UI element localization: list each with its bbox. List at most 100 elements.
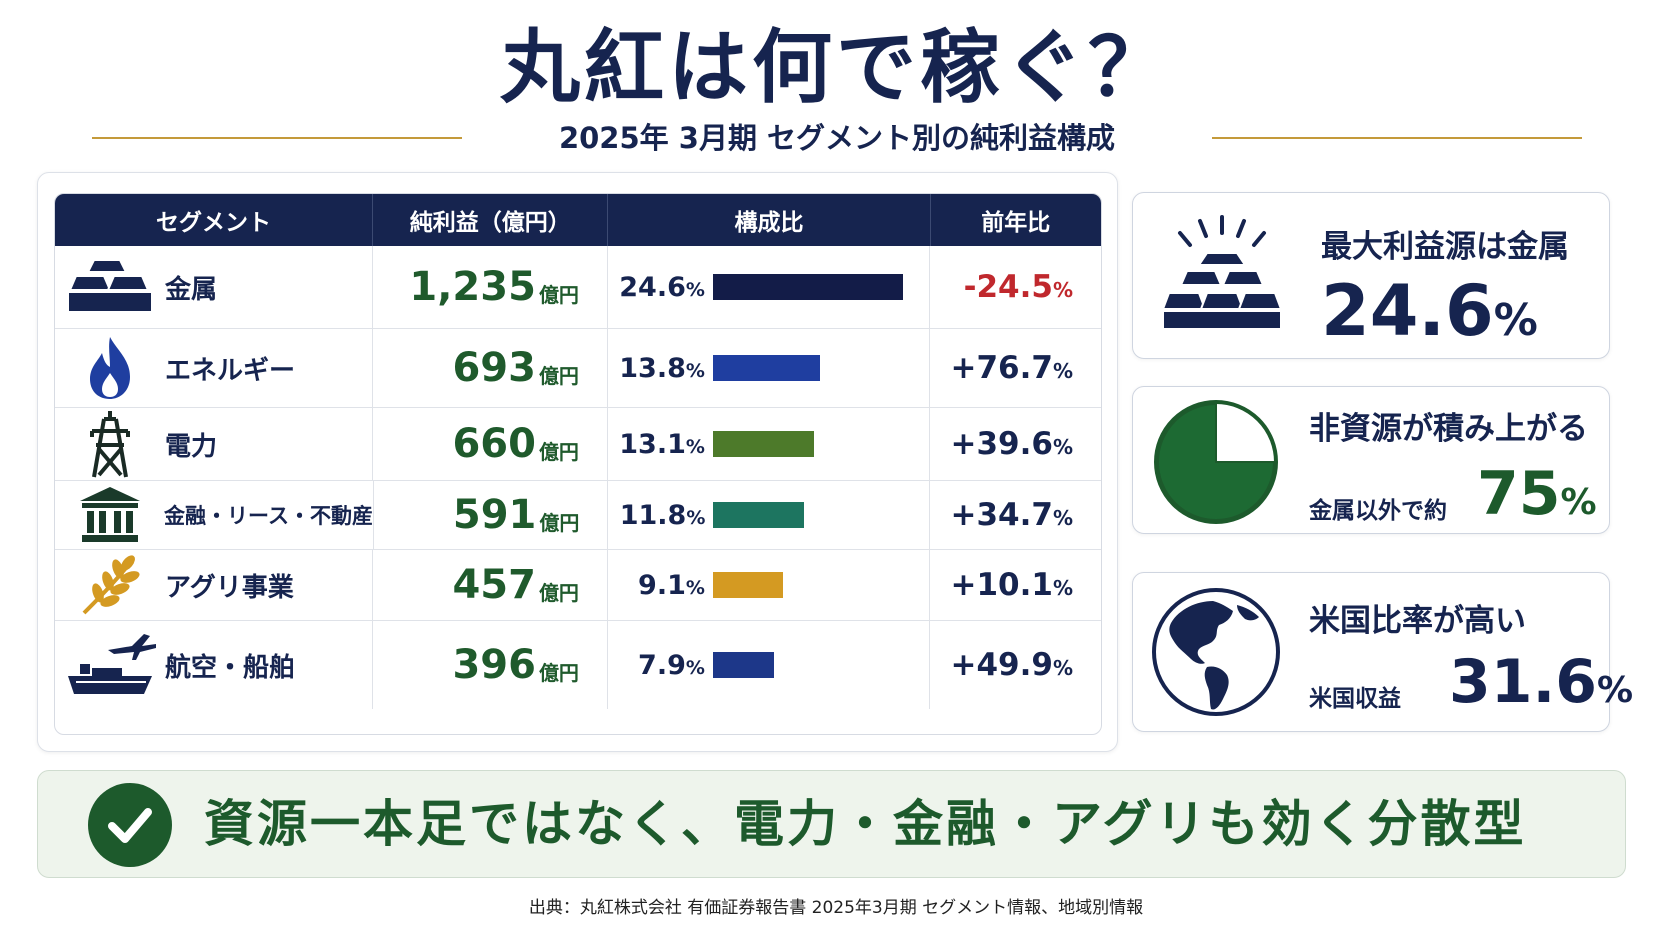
table-header: セグメント 純利益（億円） 構成比 前年比 xyxy=(55,194,1101,246)
segment-cell: 金属 xyxy=(55,246,374,328)
share-bar-track xyxy=(713,502,903,528)
share-value: 13.1 xyxy=(619,428,686,460)
share-pct: % xyxy=(686,506,706,529)
share-pct: % xyxy=(685,656,705,679)
yoy-value: +49.9 xyxy=(950,647,1053,683)
yoy-pct: % xyxy=(1052,576,1073,600)
subtitle-row: 2025年 3月期 セグメント別の純利益構成 xyxy=(92,118,1582,158)
share-label: 11.8% xyxy=(608,500,713,531)
yoy-pct: % xyxy=(1052,359,1073,383)
segment-name: 航空・船舶 xyxy=(165,652,296,683)
share-bar xyxy=(712,652,774,678)
share-label: 13.1% xyxy=(608,429,713,460)
kpi-metal-pct: % xyxy=(1493,295,1538,346)
segment-name: エネルギー xyxy=(165,355,296,386)
kpi-card-metal: 最大利益源は金属 24.6% xyxy=(1132,192,1610,359)
flame-icon xyxy=(55,335,165,401)
segment-name: アグリ事業 xyxy=(165,572,294,603)
segment-cell: 航空・船舶 xyxy=(55,621,374,709)
share-bar-track xyxy=(712,652,903,678)
yoy-value: -24.5 xyxy=(963,269,1053,305)
share-label: 13.8% xyxy=(608,353,713,384)
source-note: 出典：丸紅株式会社 有価証券報告書 2025年3月期 セグメント情報、地域別情報 xyxy=(528,898,1144,918)
kpi-us-label: 米国収益 xyxy=(1309,686,1401,712)
profit-value: 693 xyxy=(452,345,536,391)
kpi-us-title: 米国比率が高い xyxy=(1309,603,1526,639)
profit-value: 591 xyxy=(452,492,537,538)
share-bar xyxy=(713,502,805,528)
share-bar xyxy=(712,572,783,598)
power-tower-icon xyxy=(55,409,165,479)
kpi-us-pct: % xyxy=(1597,670,1634,711)
kpi-metal-value: 24.6% xyxy=(1321,271,1538,361)
share-bar-track xyxy=(712,274,903,300)
share-bar xyxy=(712,355,820,381)
share-cell: 11.8% xyxy=(608,481,931,549)
share-value: 13.8 xyxy=(619,352,686,384)
yoy-cell: +49.9% xyxy=(930,621,1101,709)
wheat-icon xyxy=(55,553,165,617)
kpi-metal-title: 最大利益源は金属 xyxy=(1321,229,1569,265)
summary-banner: 資源一本足ではなく、電力・金融・アグリも効く分散型 xyxy=(37,770,1626,878)
table-row: 航空・船舶 396 億円 7.9% +49.9% xyxy=(55,620,1101,709)
plane-ship-icon xyxy=(55,630,165,700)
gold-bars-stack-icon xyxy=(1161,215,1283,330)
header-segment: セグメント xyxy=(55,194,374,246)
profit-value: 660 xyxy=(452,421,536,467)
profit-cell: 457 億円 xyxy=(373,550,608,620)
gold-bars-icon xyxy=(55,256,165,318)
share-pct: % xyxy=(685,576,705,599)
share-pct: % xyxy=(685,359,705,382)
header-profit: 純利益（億円） xyxy=(373,194,609,246)
profit-value: 457 xyxy=(452,562,536,608)
yoy-label: -24.5% xyxy=(964,269,1073,305)
yoy-cell: +10.1% xyxy=(930,550,1101,620)
share-cell: 13.1% xyxy=(608,408,931,480)
segment-cell: 電力 xyxy=(55,408,374,480)
share-value: 9.1 xyxy=(638,569,686,601)
share-value: 11.8 xyxy=(619,499,687,531)
share-cell: 7.9% xyxy=(608,621,931,709)
check-circle-icon xyxy=(88,783,172,867)
share-label: 24.6% xyxy=(608,272,713,303)
profit-unit: 億円 xyxy=(538,282,579,307)
bank-icon xyxy=(55,485,164,545)
yoy-value: +10.1 xyxy=(950,567,1053,603)
share-label: 7.9% xyxy=(608,650,713,681)
yoy-cell: +34.7% xyxy=(930,481,1101,549)
kpi-card-us: 米国比率が高い 米国収益 31.6% xyxy=(1132,572,1633,732)
pie-chart-icon xyxy=(1154,400,1278,524)
share-pct: % xyxy=(685,278,705,301)
header-yoy: 前年比 xyxy=(981,210,1051,236)
yoy-label: +39.6% xyxy=(950,426,1073,462)
share-cell: 24.6% xyxy=(608,246,931,328)
header-share: 構成比 xyxy=(608,194,931,246)
yoy-label: +49.9% xyxy=(950,647,1073,683)
segment-name: 電力 xyxy=(165,431,218,462)
kpi-non-resource-value: 75% xyxy=(1477,459,1597,538)
table-row: 電力 660 億円 13.1% +39.6% xyxy=(55,407,1101,480)
share-label: 9.1% xyxy=(608,570,713,601)
globe-icon xyxy=(1152,588,1280,716)
profit-cell: 591 億円 xyxy=(374,481,609,549)
segment-table-panel: セグメント 純利益（億円） 構成比 前年比 金属 1,235 億円 24.6% -24.… xyxy=(37,172,1118,752)
yoy-cell: +39.6% xyxy=(930,408,1101,480)
page-title: 丸紅は何で稼ぐ？ xyxy=(500,21,1172,114)
share-value: 7.9 xyxy=(638,649,686,681)
kpi-non-resource-label: 金属以外で約 xyxy=(1309,498,1447,524)
profit-value: 1,235 xyxy=(409,264,536,310)
share-bar-track xyxy=(712,431,903,457)
yoy-value: +34.7 xyxy=(950,497,1053,533)
table-row: 金属 1,235 億円 24.6% -24.5% xyxy=(55,246,1101,328)
table-body: 金属 1,235 億円 24.6% -24.5% エネルギー 693 億円 13.8% +76.7… xyxy=(55,246,1101,709)
profit-unit: 億円 xyxy=(538,660,579,685)
yoy-cell: -24.5% xyxy=(930,246,1101,328)
profit-cell: 396 億円 xyxy=(373,621,608,709)
profit-unit: 億円 xyxy=(538,363,579,388)
yoy-label: +76.7% xyxy=(950,350,1073,386)
kpi-non-resource-pct: % xyxy=(1560,482,1597,523)
yoy-pct: % xyxy=(1052,278,1073,302)
profit-value: 396 xyxy=(452,642,536,688)
segment-cell: エネルギー xyxy=(55,329,374,407)
share-value: 24.6 xyxy=(619,271,686,303)
